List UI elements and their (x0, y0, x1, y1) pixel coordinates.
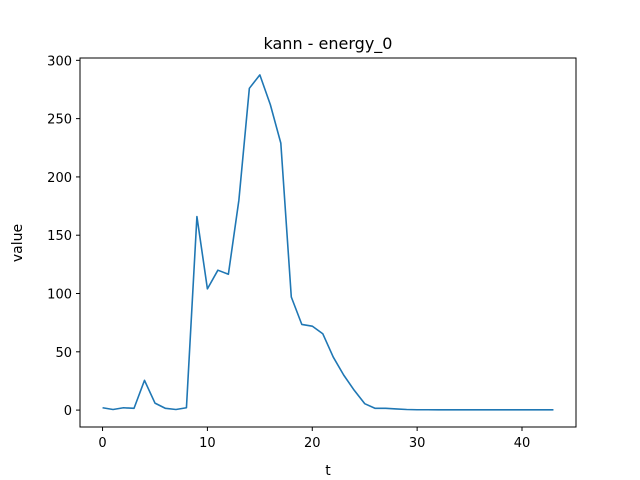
y-axis-label: value (10, 224, 26, 262)
x-axis-ticks: 0 10 20 30 40 (98, 427, 530, 451)
y-tick-label: 150 (47, 229, 72, 244)
x-tick-label: 30 (409, 436, 426, 451)
y-tick-label: 300 (47, 54, 72, 69)
y-tick-label: 250 (47, 113, 72, 128)
x-tick-label: 10 (199, 436, 216, 451)
chart-title: kann - energy_0 (264, 34, 393, 54)
series-line-0 (102, 74, 554, 411)
axes-frame (79, 57, 577, 428)
x-tick-label: 20 (304, 436, 321, 451)
y-tick-label: 100 (47, 288, 72, 303)
y-tick-label: 200 (47, 171, 72, 186)
x-tick-label: 0 (98, 436, 106, 451)
plot-area (102, 74, 554, 411)
y-tick-label: 0 (64, 404, 72, 419)
y-tick-label: 50 (55, 346, 72, 361)
x-tick-label: 40 (514, 436, 531, 451)
x-axis-label: t (325, 463, 331, 479)
y-axis-ticks: 0 50 100 150 200 250 300 (47, 54, 80, 419)
